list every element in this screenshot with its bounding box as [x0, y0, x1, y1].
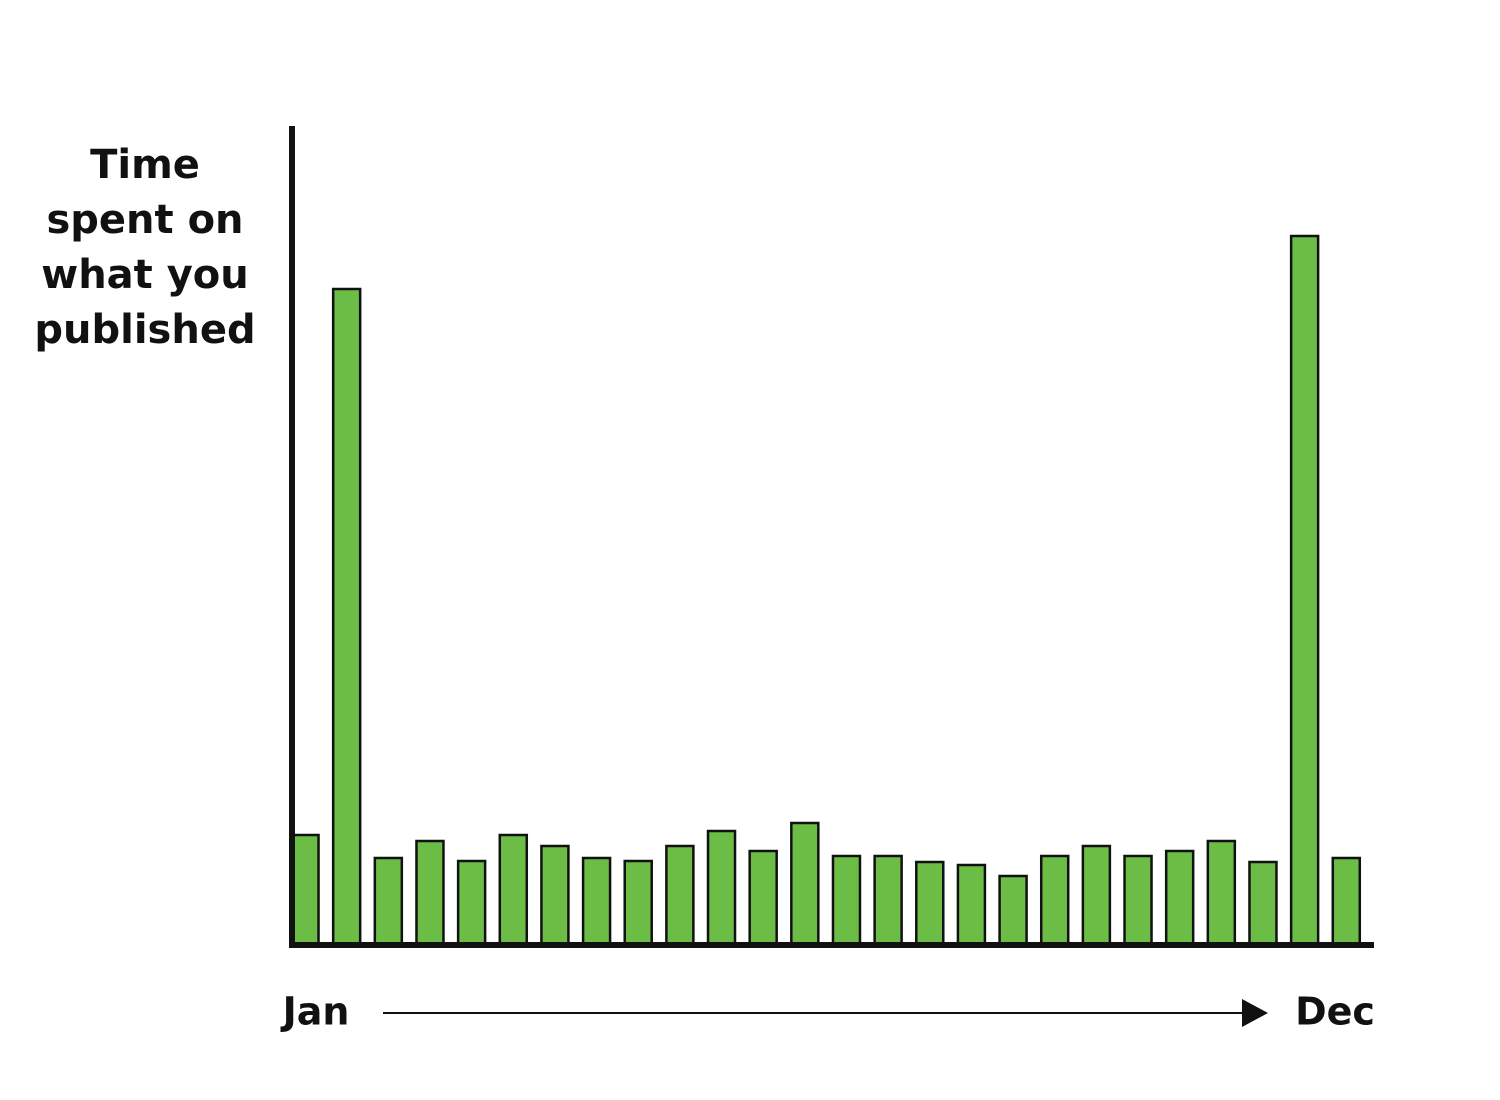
bar — [331, 287, 362, 946]
bars — [290, 234, 1362, 946]
bar — [998, 874, 1028, 946]
bar — [290, 833, 320, 946]
y-axis-label: Time spent on what you published — [34, 142, 255, 353]
y-label-line: spent on — [46, 197, 243, 243]
bar — [415, 839, 445, 946]
bar — [1039, 854, 1070, 946]
bar — [1081, 844, 1112, 946]
bar — [1123, 854, 1153, 946]
bar — [831, 854, 862, 946]
x-end-label: Dec — [1295, 990, 1375, 1034]
arrow-head — [1242, 999, 1268, 1027]
bar — [1289, 234, 1320, 946]
y-label-line: Time — [90, 142, 200, 188]
bar — [456, 859, 487, 946]
bar — [956, 863, 987, 946]
bar — [1206, 839, 1237, 946]
bar — [873, 854, 903, 946]
bar — [373, 856, 404, 946]
bar — [498, 833, 529, 946]
y-label-line: what you — [41, 252, 249, 298]
y-label-line: published — [34, 307, 255, 353]
bar — [581, 856, 612, 946]
bar — [1248, 860, 1278, 946]
bar — [665, 844, 695, 946]
bar — [1164, 849, 1195, 946]
bar — [706, 829, 737, 946]
bar — [915, 860, 945, 946]
bar — [748, 849, 778, 946]
bar — [623, 859, 653, 946]
bar — [1331, 856, 1362, 946]
bar — [790, 821, 820, 946]
x-start-label: Jan — [280, 990, 350, 1034]
bar — [540, 844, 570, 946]
